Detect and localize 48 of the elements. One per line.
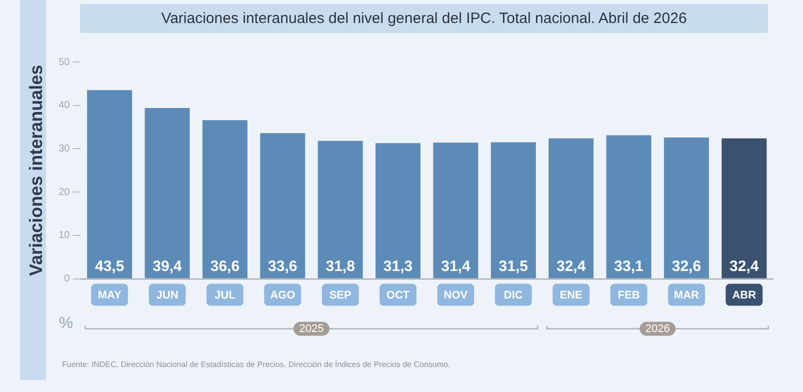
- data-label: 33,6: [268, 258, 298, 275]
- data-label: 31,5: [498, 258, 528, 275]
- x-tick-label: AGO: [270, 289, 296, 302]
- text: 2026: [645, 322, 670, 335]
- data-label: 32,6: [672, 258, 702, 275]
- y-tick-label: 40: [58, 100, 70, 112]
- data-label: 43,5: [94, 258, 124, 275]
- data-label: 32,4: [556, 258, 586, 275]
- x-tick-label: JUL: [214, 289, 236, 302]
- bar: [144, 108, 190, 278]
- y-tick-label: 30: [58, 143, 70, 154]
- x-tick-label: SEP: [329, 289, 352, 302]
- x-tick-label: ABR: [732, 289, 756, 302]
- bar: [260, 133, 306, 278]
- y-axis-title: Variaciones interanuales: [26, 64, 46, 276]
- bar: [433, 142, 478, 278]
- x-tick-label: FEB: [618, 289, 640, 302]
- bar: [548, 138, 594, 278]
- data-label: 31,3: [383, 258, 413, 275]
- chart-title: Variaciones interanuales del nivel general del IPC. Total nacional. Abril de 2026: [161, 10, 687, 28]
- bar: [318, 140, 363, 278]
- x-tick-label: MAY: [98, 289, 122, 302]
- bar: [490, 142, 536, 278]
- bar: [376, 143, 421, 278]
- bar: [202, 120, 248, 278]
- x-tick-label: ENE: [560, 289, 582, 302]
- text: 2025: [299, 322, 324, 335]
- x-tick-label: MAR: [674, 289, 700, 302]
- x-tick-label: NOV: [444, 289, 468, 302]
- data-label: 32,4: [730, 258, 760, 275]
- x-tick-label: DIC: [504, 289, 523, 302]
- text: %: [58, 315, 74, 332]
- data-label: 36,6: [210, 258, 240, 275]
- data-label: 33,1: [614, 258, 644, 275]
- data-label: 39,4: [152, 258, 183, 275]
- bar: [606, 135, 652, 278]
- x-tick-label: JUN: [156, 289, 178, 302]
- y-tick-label: 10: [58, 230, 70, 242]
- source-note: Fuente: INDEC, Dirección Nacional de Estadísticas de Precios. Dirección de Índices de Precios de Consumo.: [62, 360, 450, 370]
- bar: [722, 138, 767, 278]
- bar: [87, 90, 132, 278]
- y-tick-label: 0: [64, 274, 70, 285]
- x-tick-label: OCT: [386, 289, 410, 302]
- y-tick-label: 20: [58, 186, 70, 198]
- data-label: 31,4: [441, 258, 471, 275]
- bar: [664, 137, 709, 278]
- data-label: 31,8: [326, 258, 355, 275]
- y-tick-label: 50: [58, 56, 70, 68]
